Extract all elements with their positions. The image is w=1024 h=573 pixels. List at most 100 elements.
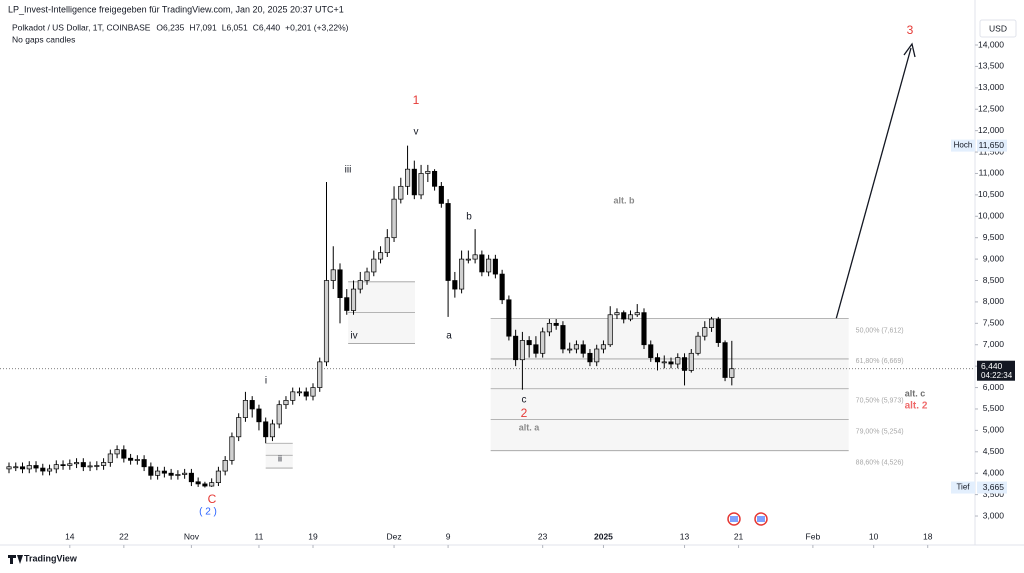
x-tick-label: Nov (184, 531, 200, 541)
currency-box[interactable] (979, 19, 1017, 38)
candle-body (540, 331, 546, 354)
low-name: Tief (956, 483, 970, 492)
candle-body (141, 459, 147, 468)
candle-body (357, 280, 363, 290)
y-tick-label: 5,000 (983, 425, 1005, 435)
low-value: 3,665 (983, 482, 1005, 492)
y-tick-label: 9,500 (983, 232, 1005, 242)
candle-body (263, 421, 269, 438)
candle-body (60, 464, 66, 466)
x-tick-label: 13 (680, 531, 690, 541)
candle-body (411, 168, 417, 196)
x-tick-label: 18 (923, 531, 933, 541)
y-tick-label: 11,000 (979, 168, 1005, 178)
candle-body (384, 237, 390, 254)
wave-label: iv (350, 331, 357, 342)
candle-body (229, 436, 235, 461)
candle-body (702, 327, 708, 337)
brand-logo (8, 555, 23, 564)
candle-body (614, 312, 620, 316)
candle-body (715, 318, 721, 343)
candle-body (283, 400, 289, 406)
candle-body (46, 468, 53, 472)
candle-body (405, 168, 411, 187)
subtitle: No gaps candles (12, 34, 75, 44)
wave-label: 1 (413, 93, 420, 107)
candle-body (627, 314, 634, 320)
candle-body (249, 400, 255, 410)
last-price-badge (977, 360, 1015, 381)
candle-body (567, 348, 573, 351)
wave-label: iii (345, 165, 352, 176)
candle-body (472, 254, 478, 260)
candle-body (391, 198, 397, 239)
last-price-label: 6,440 (981, 361, 1003, 371)
candle-body (188, 472, 194, 483)
low-value-badge (977, 481, 1007, 494)
x-tick-label: Dez (386, 531, 401, 541)
candle-body (377, 252, 384, 260)
candle-body (290, 391, 296, 401)
event-flag (730, 516, 738, 522)
wave-label: C (208, 492, 217, 506)
brand: TradingView (24, 553, 78, 563)
candle-body (513, 335, 519, 361)
candle-body (242, 400, 248, 418)
fib-label: 61,80% (6,669) (856, 358, 904, 365)
x-tick-label: Feb (806, 531, 821, 541)
wave-label: alt. a (519, 422, 541, 432)
candle-body (506, 299, 512, 337)
y-tick-label: 13,500 (978, 61, 1004, 71)
candle-body (573, 344, 579, 350)
candle-body (661, 361, 667, 364)
wave-label: alt. c (905, 388, 926, 398)
retracement-zone (265, 443, 293, 469)
candle-body (323, 280, 330, 363)
candle-body (418, 173, 424, 196)
candle-body (53, 464, 59, 470)
candle-body (80, 462, 86, 468)
y-tick-label: 12,500 (978, 103, 1004, 113)
candle-body (269, 423, 276, 438)
high-name: Hoch (954, 141, 973, 150)
fib-zone (490, 318, 849, 451)
currency: USD (989, 23, 1007, 33)
x-tick-label: 11 (255, 531, 264, 541)
fib-label: 50,00% (7,612) (856, 327, 904, 334)
candle-body (708, 318, 715, 328)
y-tick-label: 3,500 (983, 489, 1005, 499)
candle-body (722, 342, 728, 378)
x-tick-label: 21 (734, 531, 744, 541)
wave-label: c (522, 395, 527, 406)
candle-body (222, 460, 228, 472)
ohlc-value: +0,201 (+3,22%) (285, 22, 348, 32)
y-tick-label: 14,000 (978, 39, 1004, 49)
event-icons (727, 512, 768, 526)
candle-body (364, 271, 370, 281)
candle-body (499, 273, 505, 301)
x-tick-label: 19 (308, 531, 318, 541)
high-value-badge (977, 139, 1007, 152)
x-tick-label: 2025 (594, 531, 613, 541)
candle-body (465, 258, 471, 261)
candle-body (155, 470, 161, 476)
wave-label: i (265, 376, 267, 387)
y-tick-label: 7,000 (983, 339, 1005, 349)
y-tick-label: 4,000 (983, 467, 1005, 477)
fib-label: 70,50% (5,973) (856, 398, 904, 405)
candle-body (675, 357, 681, 365)
candle-body (26, 465, 32, 470)
candle-body (681, 357, 688, 371)
candle-body (344, 297, 350, 311)
candle-body (74, 462, 80, 465)
candle-body (6, 466, 12, 470)
candle-body (648, 344, 654, 358)
candle-body (107, 453, 113, 463)
x-tick-label: 14 (65, 531, 75, 541)
fib-label: 88,60% (4,526) (856, 460, 904, 467)
candle-body (256, 408, 262, 423)
candle-body (296, 391, 303, 394)
candle-body (182, 472, 188, 475)
x-tick-label: 9 (446, 531, 451, 541)
